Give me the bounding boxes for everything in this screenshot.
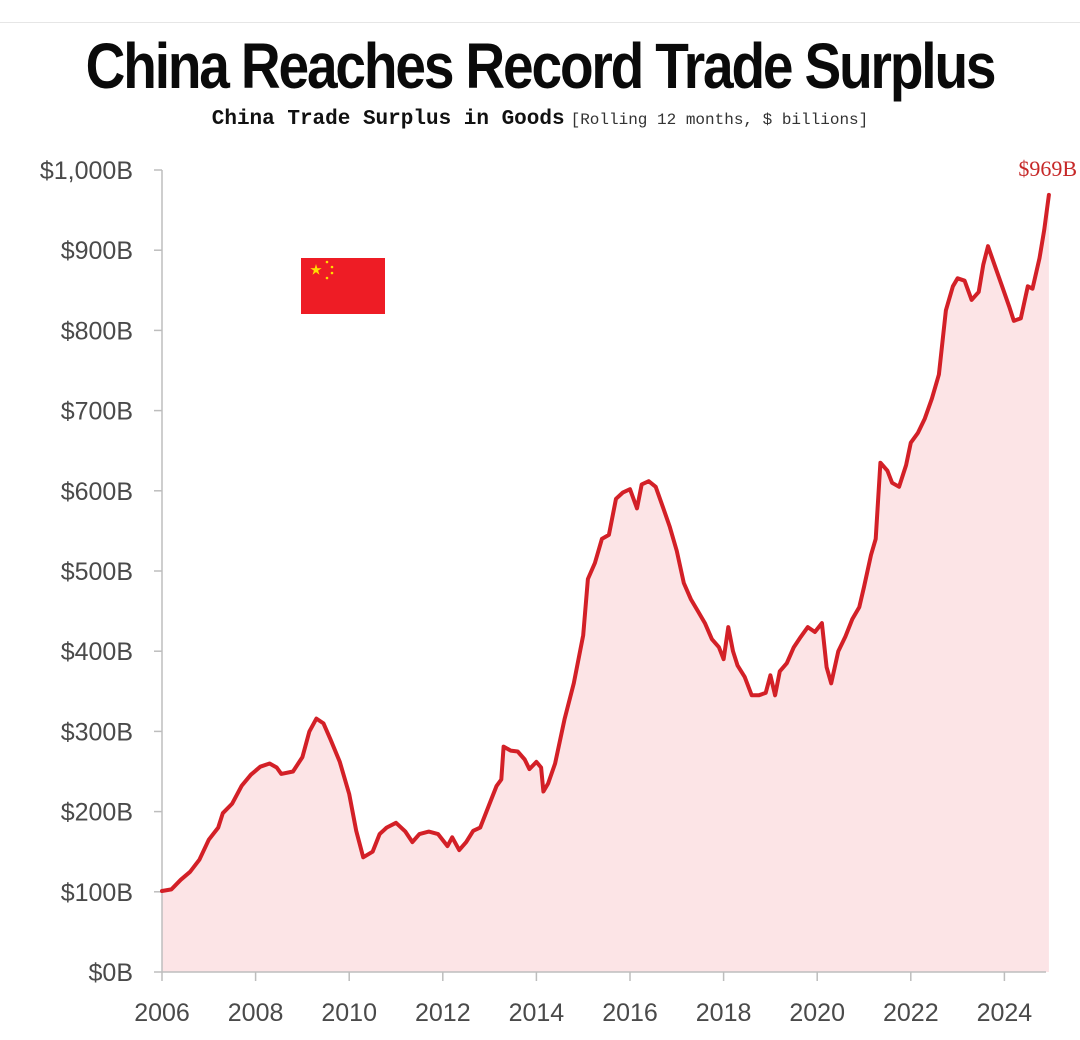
x-tick-label: 2018 bbox=[696, 999, 752, 1027]
y-tick-label: $200B bbox=[61, 799, 133, 827]
x-tick-label: 2008 bbox=[228, 999, 284, 1027]
plot-area: $0B $100B $200B $300B $400B $500B $600B $700B $8… bbox=[40, 156, 1077, 1027]
x-tick-label: 2024 bbox=[977, 999, 1033, 1027]
y-tick-label: $0B bbox=[89, 959, 133, 987]
end-value-label: $969B bbox=[1018, 156, 1077, 181]
top-rule bbox=[0, 22, 1080, 23]
flag-small-star bbox=[325, 260, 329, 264]
flag-big-star bbox=[310, 264, 322, 275]
china-flag-icon bbox=[301, 258, 385, 314]
y-tick-label: $100B bbox=[61, 879, 133, 907]
y-tick-label: $700B bbox=[61, 398, 133, 426]
page-title: China Reaches Record Trade Surplus bbox=[85, 30, 997, 102]
y-tick-label: $600B bbox=[61, 478, 133, 506]
flag-small-star bbox=[330, 271, 334, 275]
y-tick-label: $800B bbox=[61, 317, 133, 345]
chart-subtitle: China Trade Surplus in Goods bbox=[211, 108, 565, 131]
y-tick-label: $400B bbox=[61, 638, 133, 666]
x-tick-label: 2016 bbox=[602, 999, 658, 1027]
y-tick-label: $300B bbox=[61, 718, 133, 746]
x-tick-label: 2012 bbox=[415, 999, 471, 1027]
x-tick-label: 2022 bbox=[883, 999, 939, 1027]
y-tick-label: $500B bbox=[61, 558, 133, 586]
flag-field bbox=[301, 258, 385, 314]
series-line bbox=[160, 192, 1051, 893]
y-tick-label: $900B bbox=[61, 237, 133, 265]
flag-small-star bbox=[330, 265, 334, 269]
chart-subtitle-note: [Rolling 12 months, $ billions] bbox=[570, 111, 869, 129]
x-tick-label: 2014 bbox=[509, 999, 565, 1027]
x-tick-label: 2006 bbox=[134, 999, 190, 1027]
flag-small-star bbox=[325, 276, 329, 280]
y-tick-label: $1,000B bbox=[40, 157, 133, 185]
x-tick-label: 2010 bbox=[321, 999, 377, 1027]
x-tick-label: 2020 bbox=[789, 999, 845, 1027]
series-area bbox=[162, 194, 1049, 972]
subtitle-row: China Trade Surplus in Goods [Rolling 12 … bbox=[0, 108, 1080, 131]
